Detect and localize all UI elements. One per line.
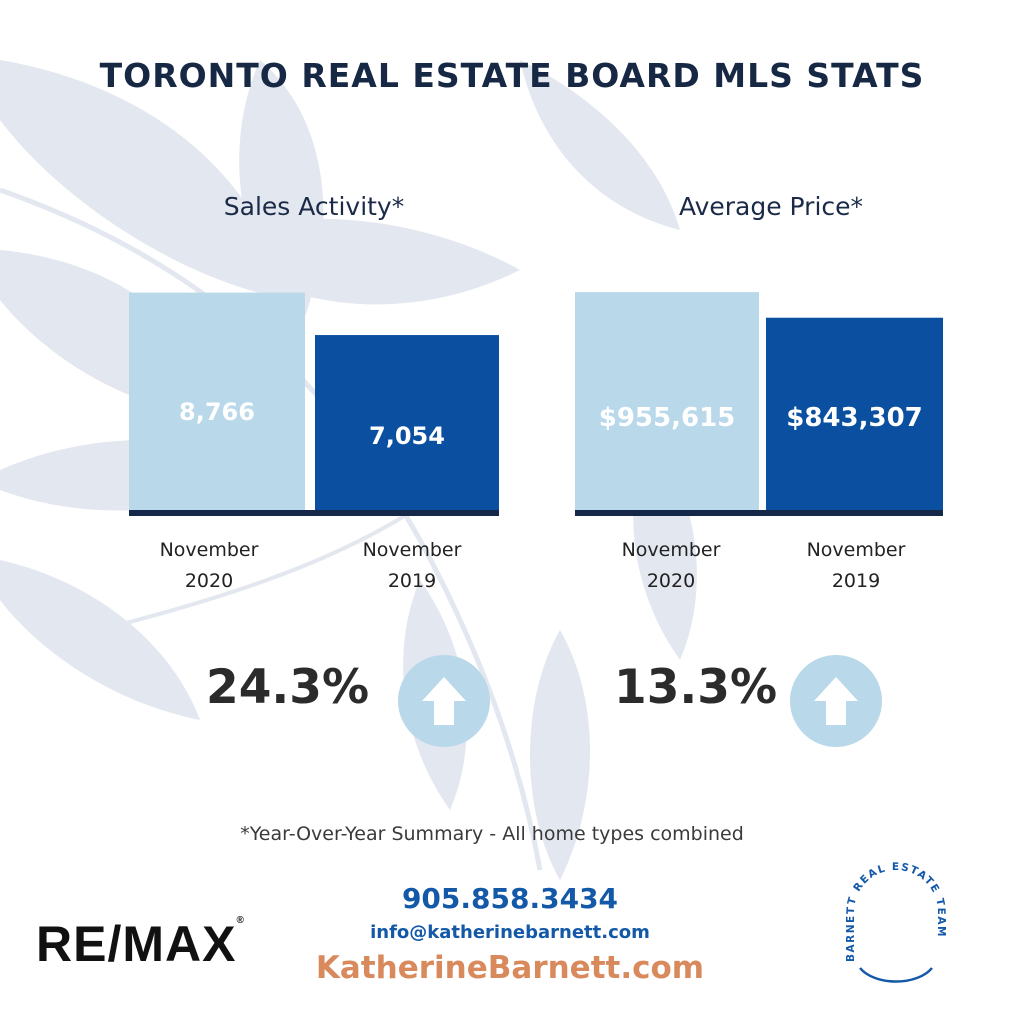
- arrow-up-icon: [814, 677, 858, 725]
- price-baseline: [575, 510, 943, 516]
- email-link[interactable]: info@katherinebarnett.com: [370, 922, 650, 943]
- sales-bar-value-label-1: 8,766: [179, 398, 255, 426]
- sales-bar-1: [129, 292, 305, 510]
- barnett-team-logo: BARNETT REAL ESTATE TEAM: [845, 861, 947, 983]
- sales-baseline: [129, 510, 499, 516]
- footnote: *Year-Over-Year Summary - All home types…: [240, 823, 744, 845]
- price-x2-line1: November: [806, 539, 906, 561]
- sales-change-percent: 24.3%: [206, 660, 370, 715]
- website-link[interactable]: KatherineBarnett.com: [315, 950, 705, 986]
- price-x2-line2: 2019: [831, 570, 881, 592]
- price-bar-value-label-2: $843,307: [786, 403, 923, 433]
- sales-up-badge: [398, 655, 490, 747]
- arrow-up-icon: [422, 677, 466, 725]
- sales-x-label-2019: November 2019: [317, 535, 507, 597]
- price-change-percent: 13.3%: [614, 660, 778, 715]
- price-x-label-2019: November 2019: [761, 535, 951, 597]
- price-bar-1: [575, 292, 759, 510]
- page-title: TORONTO REAL ESTATE BOARD MLS STATS: [99, 56, 925, 95]
- price-up-badge: [790, 655, 882, 747]
- sales-x1-line2: 2020: [184, 570, 234, 592]
- sales-x2-line2: 2019: [387, 570, 437, 592]
- price-x1-line2: 2020: [646, 570, 696, 592]
- sales-x2-line1: November: [362, 539, 462, 561]
- team-logo-text: BARNETT REAL ESTATE TEAM: [845, 861, 946, 962]
- sales-x-label-2020: November 2020: [114, 535, 304, 597]
- registered-mark: ®: [236, 915, 245, 926]
- price-bar-2: [766, 317, 943, 510]
- remax-logo: RE/MAX®: [36, 915, 245, 973]
- remax-wordmark: RE/MAX: [36, 916, 237, 972]
- price-x-label-2020: November 2020: [576, 535, 766, 597]
- sales-x1-line1: November: [159, 539, 259, 561]
- phone-number[interactable]: 905.858.3434: [401, 882, 619, 915]
- price-chart-title: Average Price*: [678, 192, 864, 221]
- price-bar-value-label-1: $955,615: [599, 403, 736, 433]
- sales-chart-title: Sales Activity*: [223, 192, 405, 221]
- svg-text:BARNETT REAL ESTATE TEAM: BARNETT REAL ESTATE TEAM: [845, 861, 947, 962]
- price-x1-line1: November: [621, 539, 721, 561]
- sales-bar-2: [315, 335, 499, 510]
- sales-bar-value-label-2: 7,054: [369, 422, 445, 450]
